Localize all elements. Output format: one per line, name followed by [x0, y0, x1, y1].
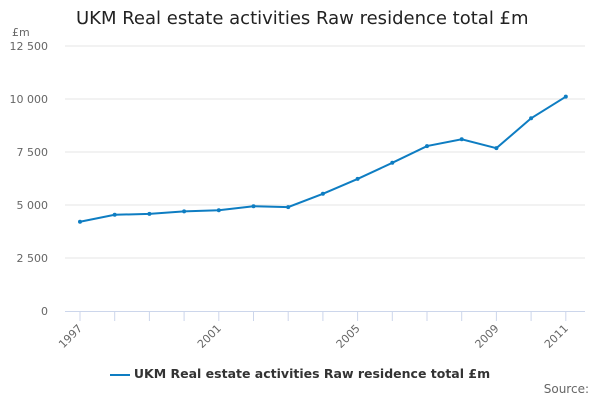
y-tick-label: 7 500: [17, 146, 49, 159]
data-point: [112, 212, 117, 217]
x-tick-label: 2009: [473, 322, 502, 351]
data-point: [459, 137, 464, 142]
data-point: [494, 146, 499, 151]
y-tick-label: 10 000: [10, 93, 49, 106]
x-tick-label: 2001: [195, 322, 224, 351]
y-tick-label: 5 000: [17, 199, 49, 212]
y-tick-label: 2 500: [17, 252, 49, 265]
x-tick-label: 1997: [56, 322, 85, 351]
data-point: [286, 205, 291, 210]
data-point: [78, 219, 82, 224]
source-label: Source:: [543, 382, 589, 396]
y-tick-label: 0: [41, 305, 48, 318]
x-tick-label: 2011: [542, 322, 571, 351]
legend[interactable]: UKM Real estate activities Raw residence…: [0, 366, 600, 381]
data-point: [390, 160, 395, 165]
data-point: [320, 191, 325, 196]
x-tick-label: 2005: [334, 322, 363, 351]
data-point: [425, 144, 429, 149]
legend-swatch: [109, 373, 130, 376]
data-point: [355, 176, 360, 181]
chart-title: UKM Real estate activities Raw residence…: [76, 8, 529, 29]
legend-label: UKM Real estate activities Raw residence…: [133, 366, 491, 381]
data-point: [529, 116, 534, 121]
series-line: [79, 95, 567, 223]
data-point: [251, 204, 256, 209]
data-point: [563, 94, 568, 99]
data-point: [147, 211, 152, 216]
y-axis-unit: £m: [12, 26, 30, 39]
data-point: [216, 208, 221, 213]
data-point: [182, 209, 187, 214]
y-tick-label: 12 500: [10, 40, 49, 53]
